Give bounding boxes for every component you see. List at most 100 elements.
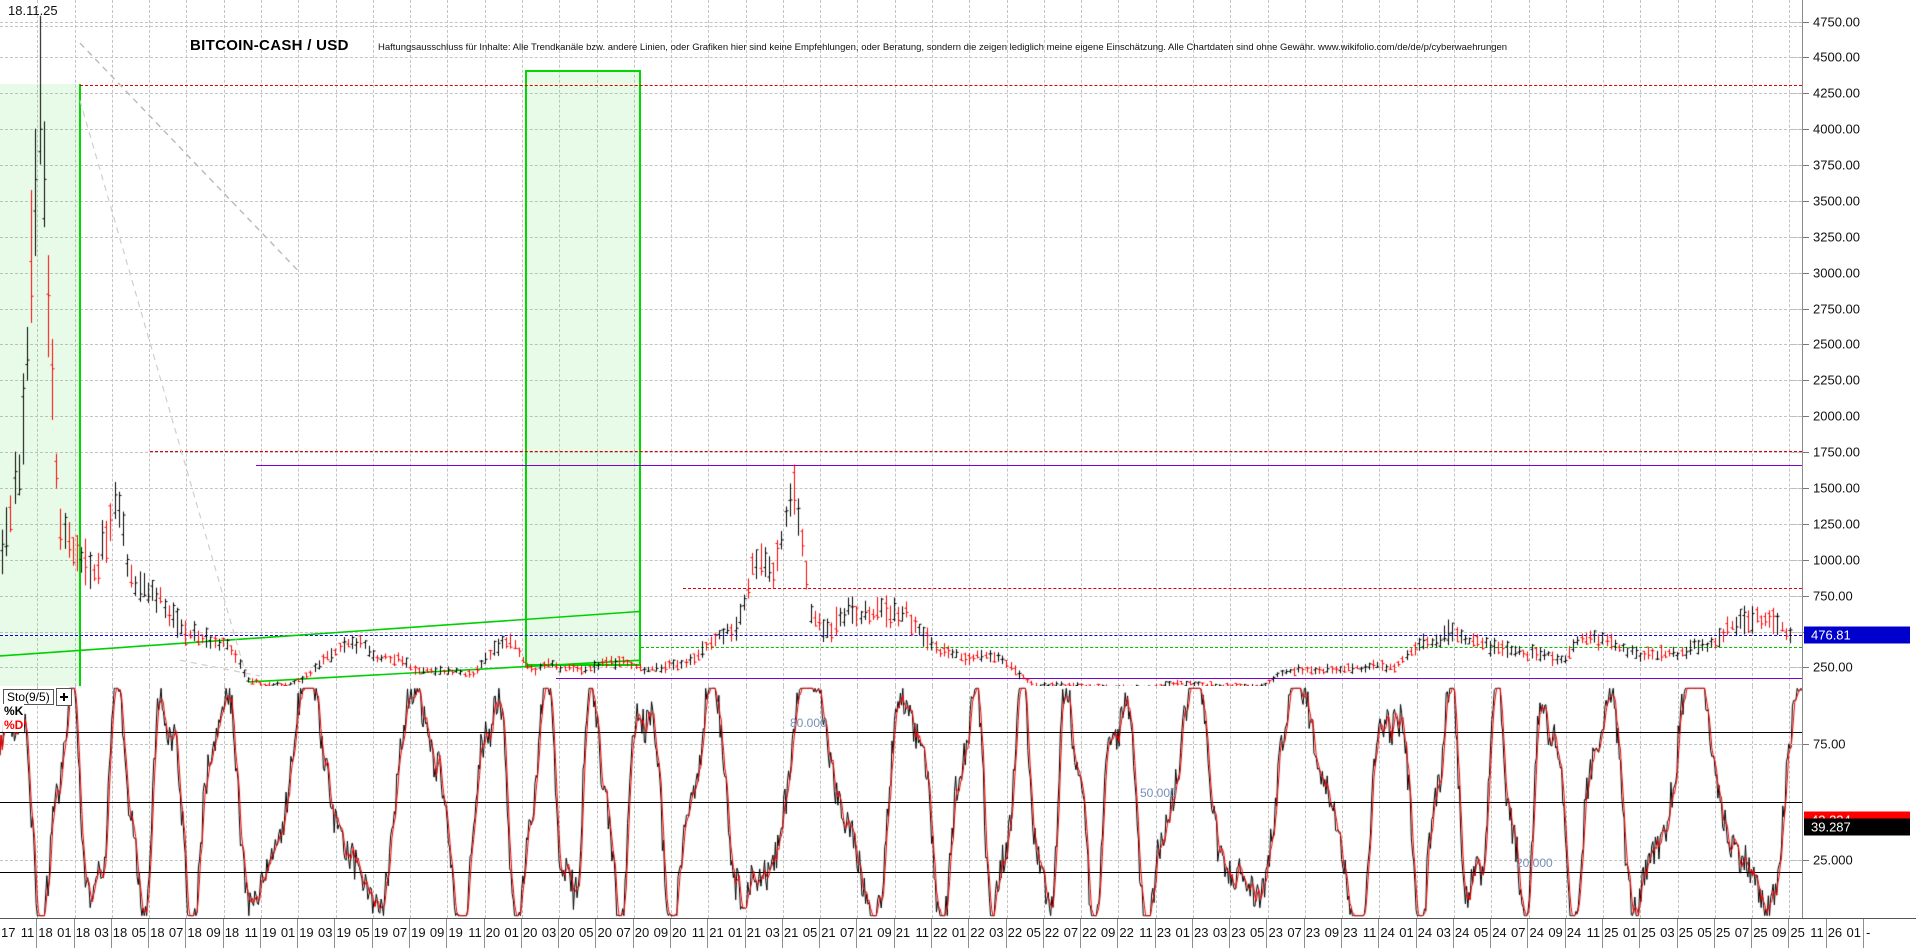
time-axis-cell[interactable]: 07 xyxy=(1268,919,1305,948)
time-axis-cell[interactable]: 05 xyxy=(783,919,821,948)
time-axis-month: 01 xyxy=(1622,925,1638,940)
time-axis-year: 18 xyxy=(224,925,240,940)
time-axis-cell[interactable]: 05 xyxy=(1230,919,1268,948)
time-axis-cell[interactable]: 01 xyxy=(1379,919,1417,948)
price-axis-label: 4000.00 xyxy=(1813,121,1860,137)
indicator-legend[interactable]: Sto(9/5) xyxy=(3,688,72,706)
time-axis-cell[interactable]: 09 xyxy=(1752,919,1790,948)
time-axis-cell[interactable]: 01 xyxy=(708,919,746,948)
indicator-name-label[interactable]: Sto(9/5) xyxy=(3,689,54,705)
time-axis-month: 05 xyxy=(1473,925,1489,940)
time-axis-cell[interactable]: 01 xyxy=(1603,919,1641,948)
time-axis-cell[interactable]: 03 xyxy=(969,919,1007,948)
axis-tick xyxy=(1803,452,1809,454)
time-axis-cell[interactable]: 07 xyxy=(820,919,858,948)
time-axis-cell[interactable]: 07 xyxy=(1044,919,1082,948)
time-axis-cell[interactable]: 03 xyxy=(746,919,783,948)
time-axis-year: 25 xyxy=(1790,925,1805,940)
time-axis-cell[interactable]: 07 xyxy=(149,919,187,948)
axis-tick xyxy=(1803,272,1809,274)
time-axis-cell[interactable]: 01 xyxy=(1156,919,1193,948)
time-axis-cell[interactable]: 11 xyxy=(0,919,38,948)
time-axis-trailing: - xyxy=(1866,925,1871,940)
time-axis-month: 01 xyxy=(1846,925,1861,940)
time-axis-year: 22 xyxy=(1082,925,1097,940)
time-axis-month: 09 xyxy=(1100,925,1116,940)
time-axis-year: 19 xyxy=(336,925,351,940)
time-axis-cell[interactable]: 11 xyxy=(447,919,485,948)
time-axis-cell[interactable]: 09 xyxy=(1529,919,1566,948)
price-axis-label: 1500.00 xyxy=(1813,480,1860,496)
time-axis-month: 07 xyxy=(616,925,631,940)
time-axis-cell[interactable]: 03 xyxy=(1193,919,1231,948)
time-axis-month: 05 xyxy=(802,925,818,940)
time-axis-cell[interactable]: 01 xyxy=(1827,919,1864,948)
axis-tick xyxy=(1803,523,1809,525)
price-axis-label: 4250.00 xyxy=(1813,85,1860,101)
time-axis-cell[interactable]: 11 xyxy=(895,919,932,948)
time-axis-cell[interactable]: 11 xyxy=(224,919,261,948)
expand-indicator-icon[interactable] xyxy=(55,688,72,706)
time-axis-year: 18 xyxy=(187,925,202,940)
time-axis-month: 03 xyxy=(94,925,109,940)
time-axis-cell[interactable]: 01 xyxy=(261,919,299,948)
time-axis-cell[interactable]: 05 xyxy=(112,919,150,948)
time-axis-cell[interactable]: 11 xyxy=(1566,919,1604,948)
stochastic-indicator-panel[interactable]: 80.000 50.000 20.000 xyxy=(0,686,1802,918)
time-axis-month: 01 xyxy=(728,925,743,940)
price-value-axis[interactable]: 4750.00 4500.00 4250.00 4000.00 3750.00 3500.… xyxy=(1791,0,1916,686)
time-axis-year: 23 xyxy=(1231,925,1246,940)
time-axis-cell[interactable]: 01 xyxy=(37,919,75,948)
axis-tick xyxy=(1803,559,1809,561)
time-axis-year: 24 xyxy=(1529,925,1544,940)
time-axis-cell[interactable]: 05 xyxy=(1678,919,1715,948)
time-axis-cell[interactable]: 03 xyxy=(298,919,336,948)
time-axis-cell[interactable]: 09 xyxy=(634,919,672,948)
time-axis-cell[interactable]: 07 xyxy=(373,919,411,948)
time-axis-cell[interactable]: 11 xyxy=(1789,919,1827,948)
time-axis-cell[interactable]: 03 xyxy=(75,919,112,948)
axis-tick-stub xyxy=(1791,523,1801,525)
time-axis-year: 23 xyxy=(1305,925,1321,940)
time-axis-cell[interactable]: 03 xyxy=(1417,919,1454,948)
time-axis-month: 05 xyxy=(1250,925,1265,940)
time-axis-cell[interactable]: 03 xyxy=(522,919,560,948)
time-axis-cell[interactable]: 01 xyxy=(485,919,522,948)
axis-tick-stub xyxy=(1791,57,1801,59)
time-axis-cell[interactable]: 11 xyxy=(1342,919,1380,948)
price-chart-panel[interactable] xyxy=(0,0,1802,687)
time-axis-year: 19 xyxy=(373,925,389,940)
axis-tick-stub xyxy=(1791,631,1801,633)
time-axis-cell[interactable]: 09 xyxy=(1081,919,1119,948)
time-axis[interactable]: 11 01 03 05 07 09 11 01 xyxy=(0,918,1916,949)
time-axis-year: 20 xyxy=(485,925,501,940)
axis-tick xyxy=(1803,93,1809,95)
time-axis-cell[interactable]: 05 xyxy=(559,919,597,948)
axis-tick xyxy=(1803,860,1809,861)
time-axis-year: 24 xyxy=(1380,925,1395,940)
time-axis-cell[interactable]: 11 xyxy=(1118,919,1156,948)
time-axis-month: 09 xyxy=(1324,925,1340,940)
time-axis-cell[interactable]: 03 xyxy=(1640,919,1678,948)
time-axis-month: 07 xyxy=(1063,925,1079,940)
time-axis-year: 25 xyxy=(1678,925,1694,940)
time-axis-cell[interactable]: 09 xyxy=(857,919,895,948)
time-axis-month: 11 xyxy=(468,925,482,940)
price-axis-label: 3500.00 xyxy=(1813,193,1860,209)
time-axis-month: 03 xyxy=(989,925,1004,940)
time-axis-cell[interactable]: 05 xyxy=(336,919,373,948)
axis-tick xyxy=(1803,21,1809,23)
axis-tick xyxy=(1803,487,1809,489)
time-axis-cell[interactable]: 07 xyxy=(1715,919,1753,948)
time-axis-cell[interactable]: 05 xyxy=(1454,919,1492,948)
time-axis-cell[interactable]: 07 xyxy=(1491,919,1529,948)
time-axis-cell[interactable]: 05 xyxy=(1007,919,1044,948)
time-axis-cell[interactable]: 09 xyxy=(186,919,224,948)
time-axis-cell[interactable]: 01 xyxy=(932,919,970,948)
time-axis-cell[interactable]: 09 xyxy=(1305,919,1343,948)
time-axis-cell[interactable]: 11 xyxy=(671,919,709,948)
time-axis-cell[interactable]: 07 xyxy=(597,919,634,948)
time-axis-cell[interactable]: 09 xyxy=(410,919,448,948)
time-axis-month: 11 xyxy=(1810,925,1824,940)
